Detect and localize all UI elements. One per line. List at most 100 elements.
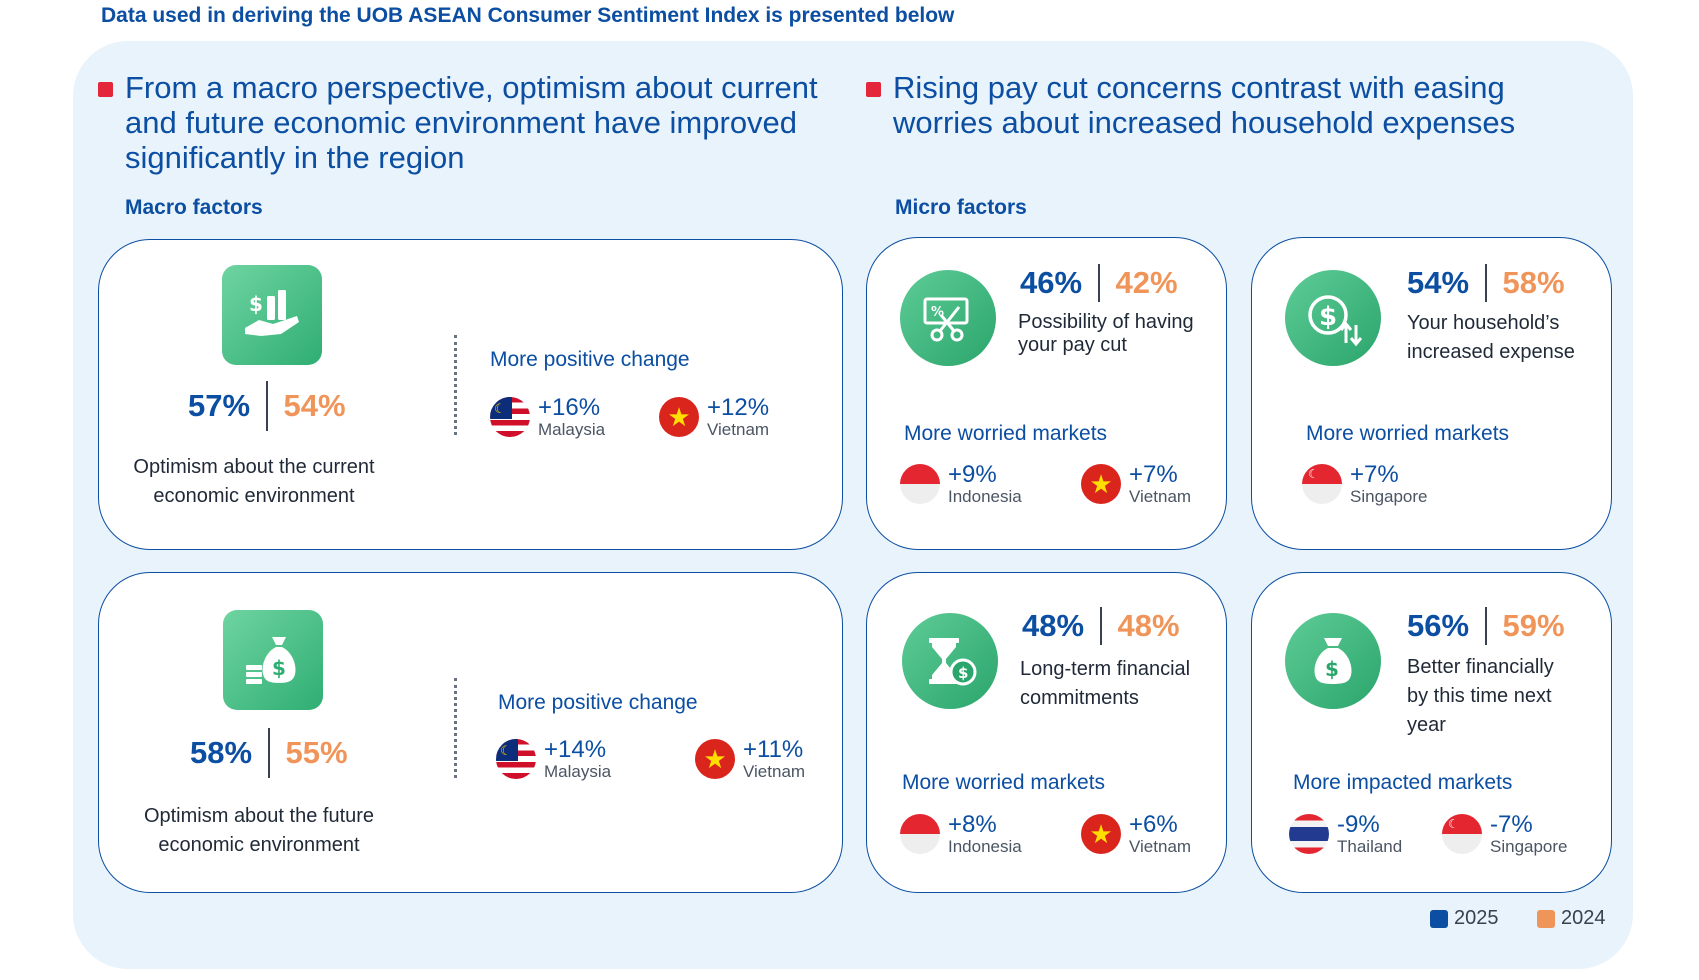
markets-label: More worried markets: [1306, 422, 1510, 445]
market-singapore: ☾ +7% Singapore: [1302, 463, 1428, 505]
top-caption: Data used in deriving the UOB ASEAN Cons…: [101, 4, 955, 27]
right-headline-text: Rising pay cut concerns contrast with ea…: [893, 70, 1516, 140]
desc-line: economic environment: [153, 485, 355, 507]
desc-line: by this time next: [1407, 685, 1552, 707]
value-2025: 57%: [188, 388, 251, 423]
micro-card-financial-commitments: $ 48% 48% Long-term financial commitment…: [866, 572, 1227, 893]
market-value: +11%: [743, 736, 804, 763]
markets-label: More worried markets: [904, 422, 1108, 445]
hourglass-coin-icon: $: [902, 613, 998, 709]
desc-line: your pay cut: [1018, 334, 1127, 356]
market-name: Malaysia: [544, 762, 612, 781]
thailand-flag-icon: [1289, 814, 1329, 854]
red-square-icon: [98, 82, 113, 97]
value-2024: 48%: [1117, 608, 1180, 643]
singapore-flag-icon: ☾: [1302, 464, 1342, 504]
legend-swatch-orange: [1537, 909, 1555, 928]
market-name: Indonesia: [948, 487, 1022, 506]
legend-label: 2024: [1561, 907, 1606, 929]
micro-card-better-financially: $ 56% 59% Better financially by this tim…: [1251, 572, 1612, 893]
vietnam-flag-icon: ★: [659, 397, 699, 437]
market-value: +9%: [948, 461, 997, 488]
desc-line: economic environment: [158, 834, 360, 856]
micro1-values: 46% 42%: [1020, 264, 1178, 302]
market-indonesia: +9% Indonesia: [900, 463, 1022, 505]
market-singapore: ☾ -7% Singapore: [1442, 813, 1568, 855]
micro2-description: Your household’s increased expense: [1407, 309, 1575, 367]
micro4-values: 56% 59%: [1407, 607, 1565, 645]
value-2024: 58%: [1502, 265, 1565, 300]
micro2-values: 54% 58%: [1407, 264, 1565, 302]
market-name: Vietnam: [743, 762, 806, 781]
svg-text:$: $: [249, 292, 263, 316]
money-hand-chart-icon: $: [222, 265, 322, 365]
desc-line: Long-term financial: [1020, 658, 1191, 680]
left-headline: From a macro perspective, optimism about…: [98, 70, 858, 175]
dollar-arrows-icon: $: [1285, 270, 1381, 366]
micro4-description: Better financially by this time next yea…: [1407, 653, 1554, 740]
change-label: More positive change: [498, 691, 698, 714]
legend-label: 2025: [1454, 907, 1499, 929]
micro3-description: Long-term financial commitments: [1020, 655, 1190, 713]
value-divider: [1485, 607, 1487, 645]
value-divider: [268, 728, 270, 778]
svg-text:$: $: [1325, 657, 1339, 681]
money-bag-icon: $: [1285, 613, 1381, 709]
market-value: +8%: [948, 811, 997, 838]
malaysia-flag-icon: ☾: [496, 739, 536, 779]
markets-label: More impacted markets: [1293, 771, 1513, 794]
dotted-divider: [454, 678, 457, 778]
svg-text:$: $: [272, 656, 286, 680]
money-bag-coins-icon: $: [223, 610, 323, 710]
macro2-description: Optimism about the future economic envir…: [124, 802, 394, 860]
value-divider: [1100, 607, 1102, 645]
market-indonesia: +8% Indonesia: [900, 813, 1022, 855]
market-value: +7%: [1129, 461, 1178, 488]
market-malaysia: ☾ +16% Malaysia: [490, 396, 605, 438]
market-value: +7%: [1350, 461, 1399, 488]
macro-card-current-economy: $ 57% 54% Optimism about the current eco…: [98, 239, 843, 550]
value-2025: 58%: [190, 735, 253, 770]
value-divider: [266, 381, 268, 431]
macro2-values: 58% 55%: [190, 728, 348, 778]
market-vietnam: ★ +6% Vietnam: [1081, 813, 1191, 855]
market-name: Singapore: [1490, 837, 1568, 856]
market-value: +14%: [544, 736, 607, 763]
market-value: -9%: [1337, 811, 1380, 838]
market-value: -7%: [1490, 811, 1533, 838]
micro-card-pay-cut: % 46% 42% Possibility of having your pay…: [866, 237, 1227, 550]
desc-line: commitments: [1020, 687, 1139, 709]
singapore-flag-icon: ☾: [1442, 814, 1482, 854]
market-name: Singapore: [1350, 487, 1428, 506]
legend-swatch-blue: [1430, 909, 1448, 928]
macro-factors-label: Macro factors: [125, 196, 263, 219]
macro1-description: Optimism about the current economic envi…: [119, 453, 389, 511]
market-vietnam: ★ +12% Vietnam: [659, 396, 769, 438]
svg-text:$: $: [958, 664, 968, 682]
left-headline-text: From a macro perspective, optimism about…: [125, 70, 818, 175]
desc-line: Optimism about the current: [133, 456, 375, 478]
micro-card-household-expense: $ 54% 58% Your household’s increased exp…: [1251, 237, 1612, 550]
markets-label: More worried markets: [902, 771, 1106, 794]
legend-2025: 2025: [1430, 907, 1499, 930]
macro1-values: 57% 54%: [188, 381, 346, 431]
value-2025: 48%: [1022, 608, 1085, 643]
pay-cut-scissors-icon: %: [900, 270, 996, 366]
desc-line: Your household’s: [1407, 312, 1560, 334]
vietnam-flag-icon: ★: [1081, 464, 1121, 504]
desc-line: increased expense: [1407, 341, 1575, 363]
value-2024: 54%: [283, 388, 346, 423]
change-label: More positive change: [490, 348, 690, 371]
indonesia-flag-icon: [900, 814, 940, 854]
market-name: Indonesia: [948, 837, 1022, 856]
market-name: Vietnam: [1129, 837, 1192, 856]
market-name: Vietnam: [707, 420, 770, 439]
market-vietnam: ★ +11% Vietnam: [695, 738, 805, 780]
value-2025: 46%: [1020, 265, 1083, 300]
market-thailand: -9% Thailand: [1289, 813, 1402, 855]
market-malaysia: ☾ +14% Malaysia: [496, 738, 611, 780]
dotted-divider: [454, 335, 457, 435]
market-name: Malaysia: [538, 420, 606, 439]
svg-text:$: $: [1319, 302, 1337, 332]
vietnam-flag-icon: ★: [1081, 814, 1121, 854]
